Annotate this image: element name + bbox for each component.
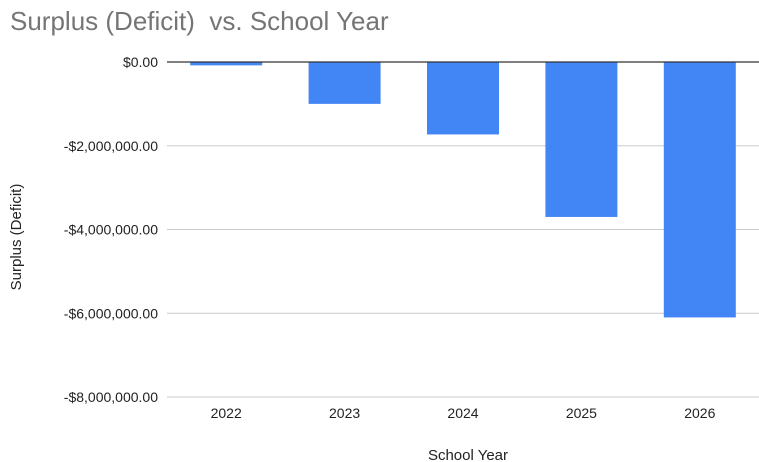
x-tick-label: 2024	[447, 405, 478, 421]
y-axis-title: Surplus (Deficit)	[8, 184, 25, 291]
x-tick-label: 2022	[211, 405, 242, 421]
x-tick-label: 2023	[329, 405, 360, 421]
x-tick-labels: 2022 2023 2024 2025 2026	[211, 405, 716, 421]
y-tick-labels: $0.00 -$2,000,000.00 -$4,000,000.00 -$6,000…	[64, 54, 158, 405]
bar-2024	[427, 62, 499, 135]
y-tick-label: -$8,000,000.00	[64, 389, 158, 405]
bar-2022	[190, 62, 263, 66]
y-tick-label: -$2,000,000.00	[64, 138, 158, 154]
y-tick-label: -$6,000,000.00	[64, 305, 158, 321]
chart-title: Surplus (Deficit) vs. School Year	[10, 6, 389, 36]
bar-2026	[663, 62, 736, 318]
x-tick-label: 2025	[566, 405, 597, 421]
gridlines	[167, 145, 759, 398]
bar-2023	[308, 62, 381, 104]
x-tick-label: 2026	[684, 405, 715, 421]
y-tick-label: -$4,000,000.00	[64, 222, 158, 238]
y-tick-label: $0.00	[123, 54, 158, 70]
x-axis-title: School Year	[428, 447, 508, 462]
bar-2025	[545, 62, 618, 217]
bars	[190, 62, 736, 318]
